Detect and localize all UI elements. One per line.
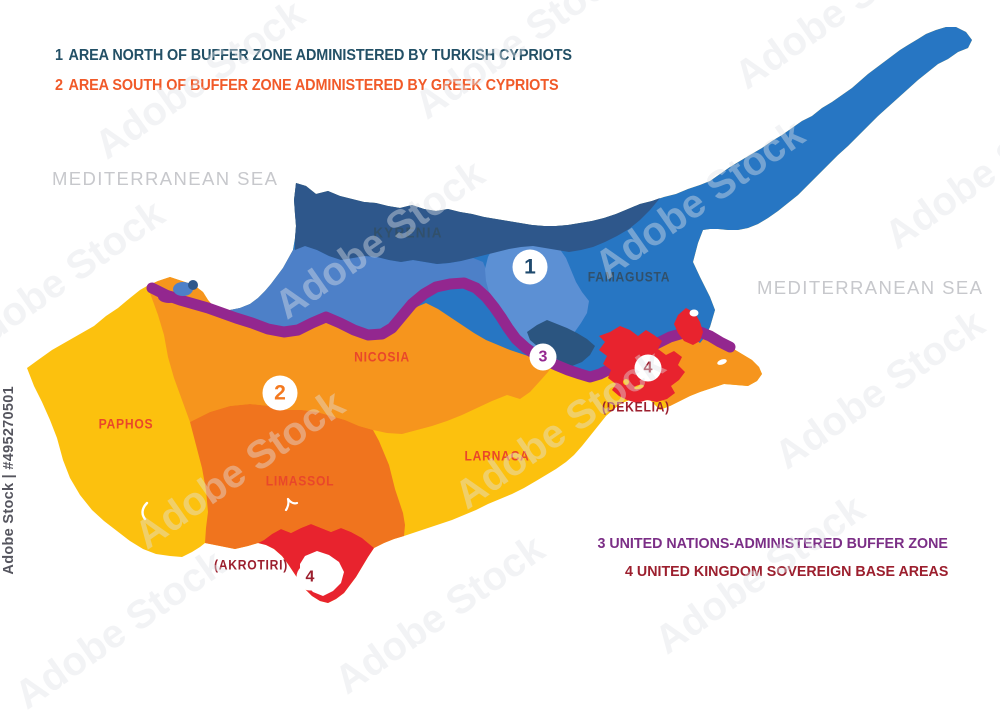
region-label-akrotiri: (AKROTIRI): [213, 557, 289, 573]
marker-area-2: 2: [262, 375, 298, 411]
region-label-kyrenia: KYRENIA: [373, 224, 443, 242]
legend-number-4: 4: [624, 563, 633, 580]
stock-id-watermark: Adobe Stock | #495270501: [1, 386, 17, 575]
region-morphou: [230, 246, 509, 333]
region-label-paphos: PAPHOS: [98, 416, 154, 432]
region-label-nicosia: NICOSIA: [354, 349, 410, 365]
dekelia-enclave-speck: [623, 379, 629, 385]
region-label-dekelia: (DEKELIA): [602, 399, 670, 415]
sea-label-west: MEDITERRANEAN SEA: [52, 168, 279, 189]
legend-item-north-area: 1 AREA NORTH OF BUFFER ZONE ADMINISTERED …: [55, 47, 572, 65]
legend-text-1: AREA NORTH OF BUFFER ZONE ADMINISTERED B…: [68, 47, 573, 64]
islet-southeast: [717, 359, 727, 365]
region-navy-patch: [527, 320, 595, 366]
marker-area-1: 1: [512, 249, 548, 285]
limassol-lake-mark: [284, 497, 299, 512]
marker-area-4-akrotiri: 4: [296, 563, 324, 591]
marker-area-4-dekelia: 4: [634, 354, 662, 382]
region-southeast-strip: [650, 333, 762, 406]
region-kokkina-blue: [173, 282, 193, 296]
sea-label-east: MEDITERRANEAN SEA: [757, 277, 984, 298]
region-kokkina-darkblue: [188, 280, 198, 290]
legend-number-3: 3: [597, 535, 606, 552]
legend-number-2: 2: [55, 77, 63, 94]
legend-number-1: 1: [55, 47, 63, 64]
legend-text-2: AREA SOUTH OF BUFFER ZONE ADMINISTERED B…: [68, 77, 559, 94]
legend-item-south-area: 2 AREA SOUTH OF BUFFER ZONE ADMINISTERED …: [55, 77, 559, 95]
marker-area-3: 3: [529, 343, 557, 371]
dekelia-enclave-speck2: [634, 384, 644, 390]
paphos-lake-mark: [141, 501, 149, 521]
legend-text-3: UNITED NATIONS-ADMINISTERED BUFFER ZONE: [609, 535, 948, 552]
region-kyrenia-strip: [294, 183, 660, 264]
legend-item-buffer-zone: 3 UNITED NATIONS-ADMINISTERED BUFFER ZON…: [598, 535, 948, 552]
legend-text-4: UNITED KINGDOM SOVEREIGN BASE AREAS: [636, 563, 948, 580]
islet-famagusta-bay: [689, 309, 699, 317]
cyprus-map-svg: [27, 27, 972, 603]
legend-item-uk-bases: 4 UNITED KINGDOM SOVEREIGN BASE AREAS: [625, 563, 948, 580]
region-dekelia-coastal-patch: [674, 308, 703, 345]
region-label-famagusta: FAMAGUSTA: [587, 269, 671, 285]
region-kokkina-purple: [158, 291, 180, 303]
region-label-larnaca: LARNACA: [464, 448, 530, 464]
region-limassol-district: [190, 404, 405, 549]
region-label-limassol: LIMASSOL: [265, 473, 335, 489]
